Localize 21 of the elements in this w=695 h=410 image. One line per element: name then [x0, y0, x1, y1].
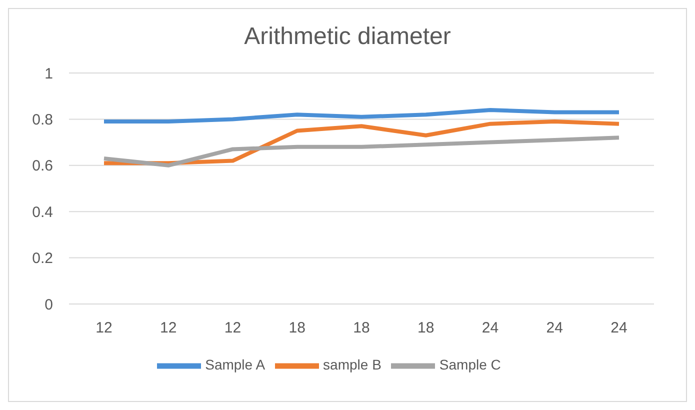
x-tick-label: 18 — [418, 320, 434, 337]
legend-label: sample B — [323, 356, 382, 373]
line-series — [102, 108, 621, 124]
x-tick-label: 24 — [546, 320, 563, 337]
x-tick-label: 24 — [482, 320, 499, 337]
legend-label: Sample C — [439, 356, 501, 373]
y-tick-label: 1 — [44, 65, 53, 82]
x-tick-label: 12 — [160, 320, 177, 337]
x-tick-label: 24 — [610, 320, 628, 337]
x-tick-label: 18 — [353, 320, 370, 337]
y-tick-label: 0.4 — [32, 204, 53, 221]
y-tick-label: 0.8 — [32, 112, 53, 129]
y-tick-label: 0.6 — [32, 158, 53, 175]
y-tick-label: 0 — [44, 296, 53, 314]
line-series — [102, 136, 621, 168]
chart-title: Arithmetic diameter — [243, 22, 452, 52]
y-tick-label: 0.2 — [32, 250, 53, 268]
x-tick-label: 12 — [96, 320, 112, 337]
legend-label: Sample A — [205, 356, 266, 373]
x-tick-label: 12 — [224, 320, 242, 337]
x-tick-label: 18 — [288, 320, 306, 337]
